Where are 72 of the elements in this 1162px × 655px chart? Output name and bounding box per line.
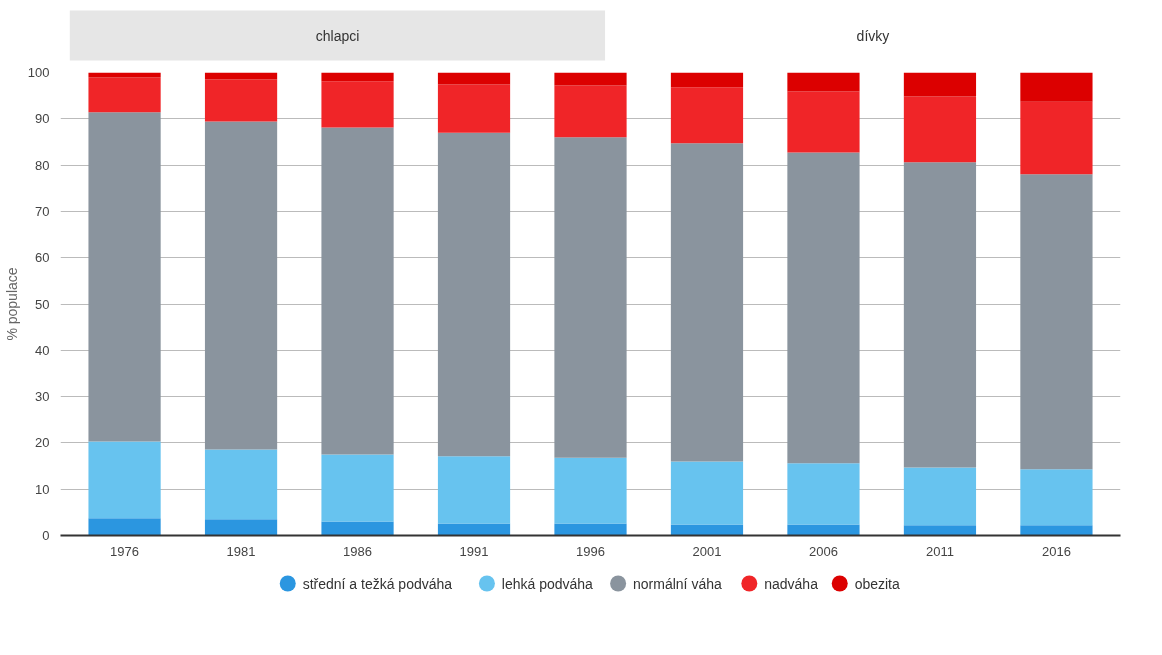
legend-label: normální váha	[633, 575, 722, 592]
y-tick-label: 10	[35, 481, 50, 497]
bar	[1020, 101, 1093, 175]
bar	[204, 121, 278, 450]
bar	[670, 143, 744, 462]
bar	[204, 79, 278, 122]
legend-label: lehká podváha	[501, 575, 594, 592]
bar	[903, 525, 977, 536]
y-tick-label: 40	[35, 342, 50, 358]
bar	[554, 137, 627, 458]
bar	[670, 87, 744, 144]
bar	[787, 524, 860, 536]
bar	[903, 72, 977, 97]
x-tick-label: 1991	[459, 543, 489, 559]
bar	[1020, 469, 1093, 526]
bar	[787, 152, 860, 464]
x-tick-label: 1996	[576, 543, 605, 559]
bar	[321, 454, 394, 522]
bar	[554, 523, 627, 536]
bar	[437, 523, 511, 536]
bar	[88, 72, 161, 78]
bar	[903, 96, 977, 163]
bar	[787, 463, 860, 525]
bar	[670, 72, 744, 88]
bar	[670, 524, 744, 536]
y-tick-label: 70	[35, 203, 50, 219]
bar	[321, 521, 394, 536]
bar	[204, 449, 278, 520]
bar	[1020, 525, 1093, 536]
y-tick-label: 50	[35, 296, 50, 312]
bar	[903, 162, 977, 468]
x-tick-label: 1981	[226, 543, 256, 559]
legend-label: střední a težká podváha	[302, 575, 453, 592]
bar	[787, 91, 860, 153]
bar	[554, 72, 627, 86]
bar	[88, 77, 161, 113]
y-tick-label: 100	[27, 65, 50, 80]
bar	[321, 81, 394, 128]
x-tick-label: 2001	[692, 543, 722, 559]
y-tick-label: 80	[35, 157, 50, 173]
y-tick-label: 90	[35, 111, 50, 127]
x-tick-label: 1976	[110, 543, 140, 559]
text: dívky	[856, 27, 890, 44]
y-axis-title: % populace	[3, 267, 20, 341]
bar	[437, 84, 511, 133]
bar	[1020, 174, 1093, 470]
bar	[903, 467, 977, 526]
legend-label: nadváha	[764, 575, 819, 592]
x-tick-label: 2006	[809, 543, 838, 559]
text: chlapci	[315, 27, 360, 44]
bar	[437, 456, 511, 524]
y-tick-label: 20	[35, 435, 50, 451]
bar	[554, 457, 627, 524]
bar	[554, 85, 627, 138]
bar	[321, 72, 394, 82]
bar	[88, 112, 161, 442]
bar	[437, 132, 511, 457]
bar	[437, 72, 511, 85]
bar	[88, 441, 161, 519]
bar	[321, 127, 394, 455]
legend-label: obezita	[854, 575, 900, 592]
bar	[787, 72, 860, 92]
y-tick-label: 0	[42, 528, 50, 543]
x-tick-label: 1986	[343, 543, 372, 559]
y-tick-label: 30	[35, 389, 50, 405]
y-tick-label: 60	[35, 250, 50, 266]
bar	[88, 518, 161, 536]
bar	[204, 519, 278, 536]
x-tick-label: 2016	[1041, 543, 1071, 559]
bar	[1020, 72, 1093, 102]
x-tick-label: 2011	[925, 543, 954, 559]
bar	[670, 461, 744, 525]
